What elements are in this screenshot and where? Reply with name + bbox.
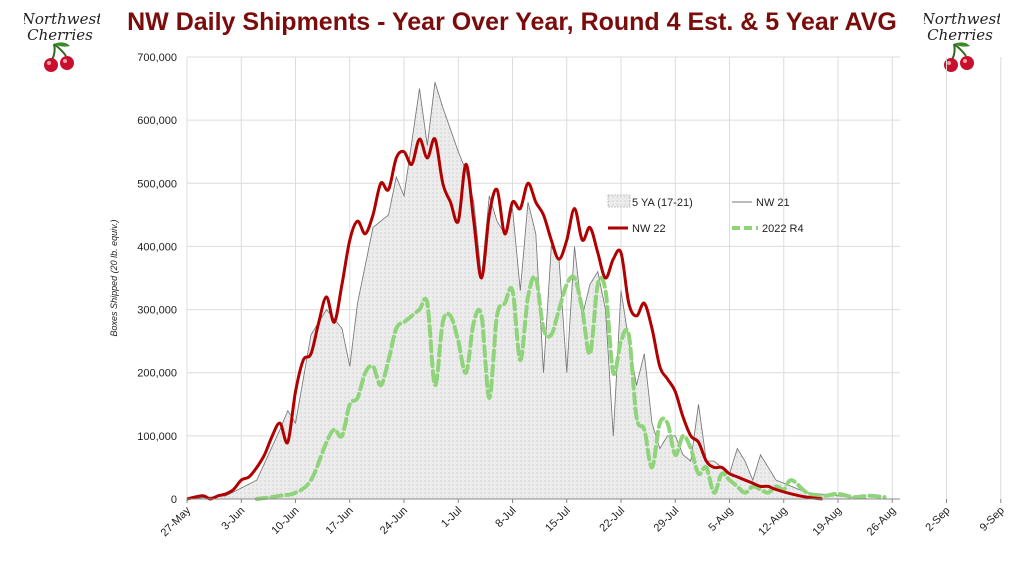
- x-tick-label: 5-Aug: [706, 505, 735, 534]
- x-tick-label: 19-Aug: [811, 505, 845, 539]
- x-tick-label: 9-Sep: [978, 505, 1007, 534]
- y-tick-label: 200,000: [137, 368, 177, 380]
- x-tick-label: 10-Jun: [269, 505, 301, 537]
- cherry-icon: [944, 42, 974, 72]
- logo-left: Northwest Cherries: [24, 10, 100, 72]
- cherry-icon: [44, 42, 74, 72]
- x-tick-label: 1-Jul: [439, 505, 464, 530]
- x-tick-label: 29-Jul: [652, 505, 682, 535]
- x-tick-label: 15-Jul: [543, 505, 573, 535]
- y-tick-label: 500,000: [137, 178, 177, 190]
- x-tick-label: 27-May: [159, 504, 194, 539]
- y-tick-label: 100,000: [137, 431, 177, 443]
- y-tick-label: 600,000: [137, 115, 177, 127]
- x-tick-label: 17-Jun: [324, 505, 356, 537]
- y-tick-label: 300,000: [137, 305, 177, 317]
- series-2022r4-line: [254, 274, 887, 501]
- x-tick-label: 3-Jun: [219, 505, 247, 533]
- x-tick-label: 8-Jul: [493, 505, 518, 530]
- series-layer: [186, 82, 887, 501]
- logo-text-line2: Cherries: [927, 26, 993, 44]
- y-axis-label: Boxes Shipped (20 lb. equiv.): [109, 220, 119, 337]
- legend-label: 5 YA (17-21): [632, 197, 693, 209]
- x-tick-label: 24-Jun: [378, 505, 410, 537]
- series-nw22-line: [186, 137, 823, 501]
- legend-swatch-5ya: [607, 194, 631, 208]
- logo-text-line1: Northwest: [924, 10, 1000, 28]
- y-tick-label: 0: [171, 494, 177, 506]
- x-tick-label: 26-Aug: [865, 505, 899, 539]
- logo-text-line1: Northwest: [24, 10, 100, 28]
- legend-label: 2022 R4: [762, 223, 804, 235]
- x-tick-label: 2-Sep: [923, 505, 952, 534]
- legend: 5 YA (17-21) NW 21 NW 22 2022 R4: [607, 194, 804, 235]
- x-tick-label: 22-Jul: [597, 505, 627, 535]
- chart-title: NW Daily Shipments - Year Over Year, Rou…: [127, 8, 897, 36]
- y-tick-label: 400,000: [137, 241, 177, 253]
- y-tick-label: 700,000: [137, 52, 177, 64]
- legend-label: NW 21: [756, 197, 790, 209]
- legend-label: NW 22: [632, 223, 666, 235]
- logo-right: Northwest Cherries: [924, 10, 1000, 72]
- logo-text-line2: Cherries: [27, 26, 93, 44]
- x-tick-label: 12-Aug: [756, 505, 790, 539]
